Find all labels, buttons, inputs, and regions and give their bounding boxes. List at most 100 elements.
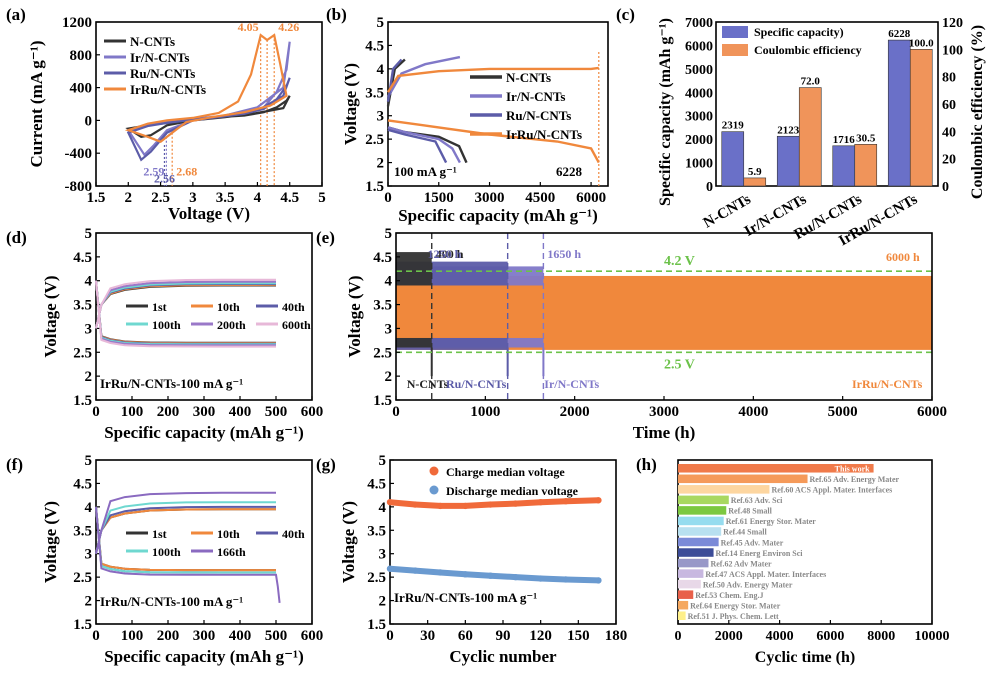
gcd-curve bbox=[387, 128, 448, 164]
panel-label: (a) bbox=[6, 5, 26, 24]
y-tick-label: 4.5 bbox=[73, 250, 92, 266]
panel-a: (a) 1.5 2 2.5 3 3.5 4 4.5 5 -800 -400 0 400 800 1200 Vo… bbox=[6, 5, 326, 223]
x-tick-label: 0 bbox=[392, 404, 400, 420]
bar-label: Ref.65 Adv. Energy Mater bbox=[810, 475, 900, 484]
panel-f: (f) 0 100 200 300 400 500 600 1.5 2 2.5 3 3.5 4 4.5 5 Sp… bbox=[6, 453, 323, 666]
y-tick-label: 0 bbox=[706, 180, 713, 195]
x-tick-label: 60 bbox=[458, 628, 473, 644]
data-point bbox=[487, 501, 494, 508]
y2-tick-label: 40 bbox=[942, 125, 956, 140]
data-point bbox=[462, 571, 469, 578]
x-tick-label: 120 bbox=[529, 628, 552, 644]
data-point bbox=[512, 573, 519, 581]
x-tick-label: 400 bbox=[229, 404, 252, 420]
x-tick-label: 2000 bbox=[560, 404, 590, 420]
x-tick-label: 600 bbox=[301, 628, 324, 644]
efficiency-value-label: 72.0 bbox=[801, 76, 821, 88]
legend-marker bbox=[429, 485, 439, 495]
legend-label: 100th bbox=[152, 318, 181, 332]
x-tick-label: 1.5 bbox=[87, 190, 106, 206]
cycle-time-bar bbox=[678, 527, 722, 536]
discharge-curve bbox=[95, 280, 276, 347]
cv-curve bbox=[124, 33, 288, 143]
y-tick-label: 4 bbox=[85, 500, 93, 516]
legend-label: Ru/N-CNTs bbox=[506, 108, 571, 123]
y-tick-label: 800 bbox=[70, 48, 93, 64]
y-tick-label: 3 bbox=[85, 321, 93, 337]
capacity-annotation: 6228 bbox=[556, 164, 583, 179]
data-point bbox=[562, 498, 569, 505]
gcd-curve bbox=[387, 119, 600, 164]
panel-e: (e) 0 1000 2000 3000 4000 5000 6000 1.5 2 2.5 3 3.5 4… bbox=[316, 226, 947, 442]
cutoff-label: 2.5 V bbox=[664, 357, 695, 372]
discharge-curve bbox=[95, 506, 276, 572]
legend-label: N-CNTs bbox=[130, 34, 175, 49]
y-tick-label: 0 bbox=[85, 113, 93, 129]
cycle-time-bar bbox=[678, 485, 770, 494]
efficiency-bar bbox=[743, 177, 767, 187]
x-axis-label: Time (h) bbox=[633, 423, 696, 442]
x-tick-label: 5000 bbox=[828, 404, 858, 420]
x-tick-label: 5 bbox=[318, 190, 326, 206]
capacity-bar bbox=[776, 135, 800, 187]
y-tick-label: 5 bbox=[85, 226, 93, 242]
y-axis-label: Specific capacity (mAh g⁻¹) bbox=[657, 18, 674, 206]
x-tick-label: 4000 bbox=[738, 404, 768, 420]
cycle-time-bar bbox=[678, 558, 709, 568]
capacity-bar bbox=[832, 145, 856, 187]
y-tick-label: 3.5 bbox=[73, 523, 92, 539]
bar-label: This work bbox=[835, 465, 870, 474]
x-tick-label: 3.5 bbox=[216, 190, 235, 206]
x-tick-label: 150 bbox=[567, 628, 590, 644]
cycle-time-bar bbox=[678, 516, 724, 526]
data-point bbox=[437, 569, 444, 576]
bar-label: Ref.51 J. Phys. Chem. Lett bbox=[688, 612, 779, 621]
legend-label: 1st bbox=[152, 300, 167, 314]
y2-tick-label: 80 bbox=[942, 71, 956, 86]
y-axis-label: Voltage (V) bbox=[41, 276, 60, 358]
y-tick-label: 3 bbox=[85, 547, 93, 563]
series-label: Ir/N-CNTs bbox=[544, 377, 599, 391]
cycle-time-bar bbox=[678, 590, 694, 599]
peak-annotation: 4.26 bbox=[278, 20, 299, 34]
y-tick-label: 2 bbox=[379, 594, 387, 610]
panel-label: (f) bbox=[6, 455, 23, 474]
x-tick-label: 4.5 bbox=[280, 190, 299, 206]
charge-curve bbox=[95, 284, 276, 329]
charge-curve bbox=[95, 278, 276, 329]
charge-curve bbox=[95, 508, 276, 554]
cycle-time-bar bbox=[678, 464, 874, 473]
current-density-label: 100 mA g⁻¹ bbox=[394, 164, 457, 179]
legend-label: 1st bbox=[152, 527, 167, 541]
legend-label: Ir/N-CNTs bbox=[130, 50, 189, 65]
time-annotation: 400 h bbox=[436, 247, 464, 261]
y-tick-label: 7000 bbox=[685, 16, 713, 31]
y-tick-label: 3.5 bbox=[367, 523, 386, 539]
condition-label: IrRu/N-CNTs-100 mA g⁻¹ bbox=[394, 590, 537, 605]
data-point bbox=[537, 575, 544, 582]
data-point bbox=[386, 565, 394, 572]
y2-tick-label: 60 bbox=[942, 98, 956, 113]
series-label: IrRu/N-CNTs bbox=[852, 377, 923, 391]
x-tick-label: 0 bbox=[92, 628, 100, 644]
y-tick-label: 1.5 bbox=[73, 617, 92, 633]
y-tick-label: 1.5 bbox=[365, 179, 384, 195]
y-tick-label: 4.5 bbox=[373, 250, 392, 266]
x-tick-label: 4500 bbox=[525, 190, 555, 206]
cycle-time-bar bbox=[678, 548, 714, 557]
y-tick-label: 5 bbox=[379, 453, 387, 469]
y-tick-label: 2.5 bbox=[367, 570, 386, 586]
legend-label: 10th bbox=[217, 527, 240, 541]
cycle-time-bar bbox=[678, 474, 808, 484]
y-tick-label: 4.5 bbox=[73, 476, 92, 492]
y-tick-label: -400 bbox=[65, 146, 93, 162]
y-tick-label: 5 bbox=[385, 226, 393, 242]
efficiency-value-label: 5.9 bbox=[748, 166, 762, 178]
panel-label: (h) bbox=[636, 455, 657, 474]
gcd-curve bbox=[386, 66, 599, 93]
panel-b: (b) 0 1500 3000 4500 6000 1.5 2 2.5 3 3.5 4 4.5 5 Spec… bbox=[326, 5, 609, 225]
cycle-time-bar bbox=[678, 569, 704, 578]
bar-label: Ref.63 Adv. Sci bbox=[731, 496, 783, 505]
x-tick-label: 0 bbox=[386, 628, 394, 644]
